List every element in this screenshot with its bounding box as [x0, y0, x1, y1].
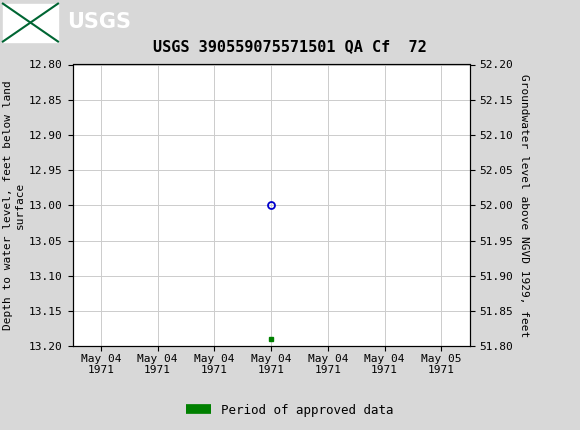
Text: USGS 390559075571501 QA Cf  72: USGS 390559075571501 QA Cf 72	[153, 39, 427, 54]
Legend: Period of approved data: Period of approved data	[181, 399, 399, 421]
Y-axis label: Depth to water level, feet below land
surface: Depth to water level, feet below land su…	[3, 80, 25, 330]
Y-axis label: Groundwater level above NGVD 1929, feet: Groundwater level above NGVD 1929, feet	[519, 74, 529, 337]
Text: USGS: USGS	[67, 12, 130, 32]
FancyBboxPatch shape	[3, 3, 58, 42]
